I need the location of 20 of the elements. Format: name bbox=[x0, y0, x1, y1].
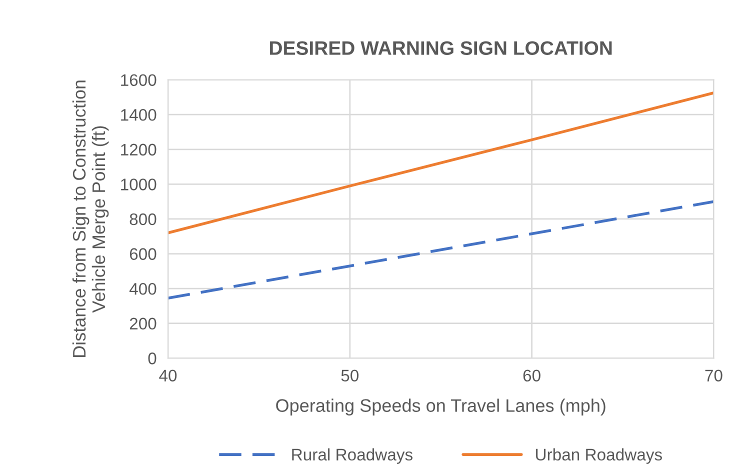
x-axis-title: Operating Speeds on Travel Lanes (mph) bbox=[276, 398, 606, 416]
x-tick-label: 50 bbox=[341, 370, 359, 382]
y-tick-label: 0 bbox=[148, 352, 156, 364]
y-tick-label: 800 bbox=[130, 213, 156, 226]
legend-label: Rural Roadways bbox=[292, 448, 412, 464]
y-tick-label: 1600 bbox=[121, 74, 156, 86]
line-series bbox=[168, 91, 714, 234]
x-tick-label: 60 bbox=[523, 370, 540, 382]
x-tick-label: 40 bbox=[159, 370, 177, 382]
y-tick-label: 400 bbox=[129, 282, 156, 295]
y-tick-label: 1000 bbox=[121, 178, 156, 190]
y-tick-label: 200 bbox=[130, 318, 156, 330]
chart-title: DESIRED WARNING SIGN LOCATION bbox=[270, 41, 612, 55]
x-tick-label: 70 bbox=[705, 370, 722, 382]
line-series bbox=[168, 200, 714, 300]
legend-label: Urban Roadways bbox=[536, 448, 662, 464]
y-tick-label: 1200 bbox=[121, 144, 156, 156]
y-tick-label: 1400 bbox=[121, 108, 156, 121]
y-axis-title: Distance from Sign to Construction Vehicle Merge Point (ft) bbox=[72, 80, 109, 357]
y-tick-label: 600 bbox=[130, 248, 156, 260]
